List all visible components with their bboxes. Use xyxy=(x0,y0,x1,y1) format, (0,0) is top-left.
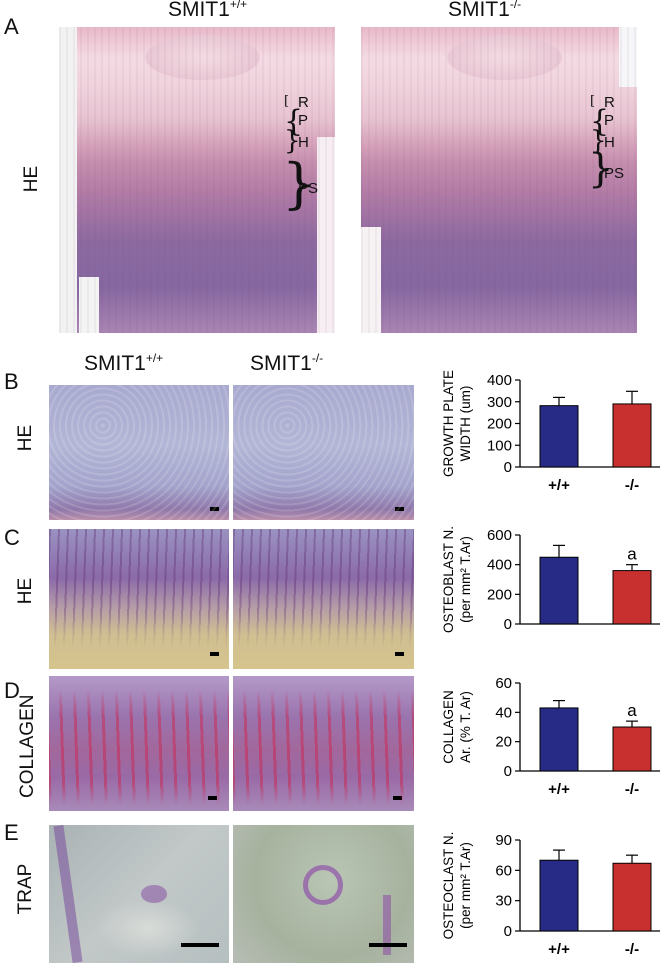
significance-label: a xyxy=(627,701,637,720)
zone-brace-p: { xyxy=(590,104,610,139)
y-axis-title: Ar. (% T. Ar) xyxy=(458,691,473,763)
histology-image-c-wildtype xyxy=(49,529,229,669)
x-tick-label: +/+ xyxy=(548,477,570,494)
column-title-base: SMIT1 xyxy=(250,352,312,375)
column-title-knockout-b: SMIT1-/- xyxy=(250,352,323,376)
y-tick-label: 20 xyxy=(495,734,512,751)
genotype-superscript: +/+ xyxy=(145,351,164,365)
column-title-base: SMIT1 xyxy=(84,352,146,375)
genotype-superscript: -/- xyxy=(311,351,324,365)
y-tick-label: 200 xyxy=(487,416,512,433)
histology-image-a-knockout xyxy=(361,27,637,333)
y-tick-label: 0 xyxy=(504,763,512,780)
zone-label-r: R xyxy=(298,94,309,111)
zone-label-h: H xyxy=(298,134,309,151)
significance-label: a xyxy=(627,545,637,564)
y-tick-label: 40 xyxy=(495,704,512,721)
y-tick-label: 60 xyxy=(495,862,512,879)
y-axis-title: COLLAGEN xyxy=(441,690,456,764)
scale-bar xyxy=(369,943,407,947)
bar xyxy=(612,862,652,932)
y-tick-label: 30 xyxy=(495,893,512,910)
column-title-base: SMIT1 xyxy=(168,0,230,21)
panel-letter-c: C xyxy=(4,525,20,550)
zone-label-ps: PS xyxy=(604,165,625,182)
y-axis-title: (per mm² T.Ar) xyxy=(458,536,473,623)
bar xyxy=(539,707,579,772)
x-tick-label: -/- xyxy=(625,941,639,958)
panel-letter-e: E xyxy=(4,820,19,845)
genotype-superscript: -/- xyxy=(509,0,522,11)
bar xyxy=(539,859,579,932)
histology-image-a-wildtype xyxy=(59,27,335,333)
genotype-superscript: +/+ xyxy=(229,0,248,11)
y-tick-label: 300 xyxy=(487,394,512,411)
bar xyxy=(539,405,579,468)
column-title-wildtype-b: SMIT1+/+ xyxy=(84,352,163,376)
zone-brace-p: { xyxy=(284,104,304,139)
y-tick-label: 400 xyxy=(487,372,512,389)
histology-image-d-knockout xyxy=(233,676,414,811)
zone-brace-h: } xyxy=(284,126,301,156)
bar xyxy=(612,726,652,772)
x-tick-label: +/+ xyxy=(548,941,570,958)
bar xyxy=(612,403,652,468)
y-tick-label: 60 xyxy=(495,675,512,692)
y-tick-label: 400 xyxy=(487,557,512,574)
zone-brace-h: } xyxy=(590,126,607,156)
y-axis-title: (per mm² T.Ar) xyxy=(458,842,473,929)
column-title-wildtype-a: SMIT1+/+ xyxy=(168,0,247,22)
scale-bar xyxy=(181,943,219,947)
histology-image-c-knockout xyxy=(233,529,414,669)
x-tick-label: -/- xyxy=(625,477,639,494)
histology-image-e-knockout xyxy=(233,825,414,963)
x-tick-label: -/- xyxy=(625,781,639,798)
zone-label-ps: PS xyxy=(298,180,319,197)
bar xyxy=(612,570,652,625)
y-tick-label: 200 xyxy=(487,586,512,603)
y-tick-label: 100 xyxy=(487,437,512,454)
histology-image-e-wildtype xyxy=(49,825,229,963)
panel-letter-d: D xyxy=(4,678,20,703)
column-title-knockout-a: SMIT1-/- xyxy=(448,0,521,22)
zone-brace-r: [ xyxy=(284,94,290,109)
x-tick-label: +/+ xyxy=(548,781,570,798)
y-tick-label: 0 xyxy=(504,923,512,940)
bar xyxy=(539,556,579,625)
zone-label-r: R xyxy=(604,94,615,111)
y-axis-title: GROWTH PLATE xyxy=(441,370,456,477)
histology-image-d-wildtype xyxy=(49,676,229,811)
zone-label-p: P xyxy=(298,112,309,129)
y-axis-title: OSTEOBLAST N. xyxy=(441,526,456,633)
histology-image-b-knockout xyxy=(233,385,414,520)
zone-brace-ps: } xyxy=(282,152,317,215)
y-tick-label: 0 xyxy=(504,616,512,633)
y-tick-label: 0 xyxy=(504,459,512,476)
y-axis-title: OSTEOCLAST N. xyxy=(441,832,456,940)
y-tick-label: 90 xyxy=(495,832,512,849)
zone-brace-ps: } xyxy=(588,146,614,192)
panel-letter-a: A xyxy=(4,14,19,39)
zone-brace-r: [ xyxy=(590,94,596,109)
zone-label-p: P xyxy=(604,112,615,129)
zone-label-h: H xyxy=(604,134,615,151)
histology-image-b-wildtype xyxy=(49,385,229,520)
y-tick-label: 600 xyxy=(487,527,512,544)
panel-letter-b: B xyxy=(4,369,19,394)
column-title-base: SMIT1 xyxy=(448,0,510,21)
y-axis-title: WIDTH (um) xyxy=(458,386,473,462)
